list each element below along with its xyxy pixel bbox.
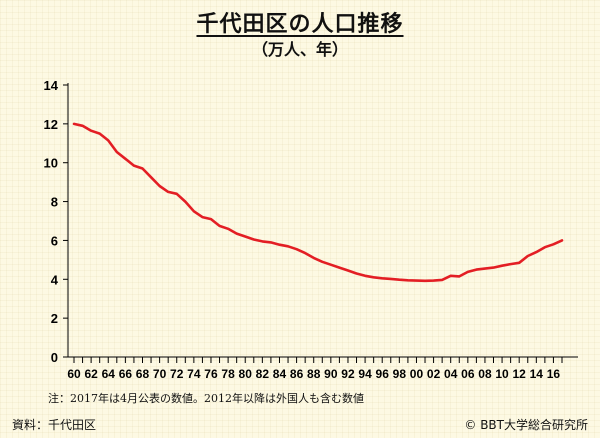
x-tick-label: 12: [513, 367, 527, 381]
chart-note: 注：2017年は4月公表の数値。2012年以降は外国人も含む数値: [48, 392, 364, 405]
y-tick-label: 4: [51, 272, 59, 287]
x-tick-label: 02: [427, 367, 441, 381]
chart-title: 千代田区の人口推移: [196, 12, 404, 37]
x-tick-label: 76: [204, 367, 218, 381]
y-tick-label: 10: [44, 156, 58, 171]
x-tick-label: 66: [119, 367, 133, 381]
y-tick-label: 8: [51, 195, 58, 210]
x-tick-label: 98: [393, 367, 407, 381]
y-tick-label: 0: [51, 350, 58, 365]
copyright: © BBT大学総合研究所: [464, 418, 588, 432]
y-tick-label: 12: [44, 117, 58, 132]
population-line: [72, 122, 564, 283]
x-tick-label: 08: [478, 367, 492, 381]
x-tick-label: 74: [187, 367, 201, 381]
x-tick-label: 96: [376, 367, 390, 381]
chart-subtitle: （万人、年）: [251, 40, 348, 59]
x-tick-label: 04: [444, 367, 458, 381]
x-tick-label: 72: [170, 367, 184, 381]
y-tick-label: 14: [44, 78, 59, 93]
x-tick-label: 84: [273, 367, 287, 381]
x-tick-label: 82: [256, 367, 270, 381]
x-tick-label: 70: [153, 367, 167, 381]
x-tick-label: 62: [84, 367, 98, 381]
x-tick-label: 78: [221, 367, 235, 381]
x-tick-label: 86: [290, 367, 304, 381]
y-tick-label: 2: [51, 311, 58, 326]
x-tick-label: 80: [239, 367, 253, 381]
x-tick-label: 14: [530, 367, 544, 381]
x-tick-label: 06: [461, 367, 475, 381]
x-tick-label: 16: [547, 367, 561, 381]
x-tick-label: 60: [67, 367, 81, 381]
x-tick-label: 64: [102, 367, 116, 381]
x-tick-label: 90: [324, 367, 338, 381]
x-tick-label: 68: [136, 367, 150, 381]
x-tick-label: 92: [341, 367, 355, 381]
y-tick-label: 6: [51, 233, 58, 248]
x-tick-label: 00: [410, 367, 424, 381]
x-tick-label: 94: [358, 367, 372, 381]
x-tick-label: 10: [495, 367, 509, 381]
data-source: 資料：千代田区: [12, 418, 97, 432]
x-tick-label: 88: [307, 367, 321, 381]
